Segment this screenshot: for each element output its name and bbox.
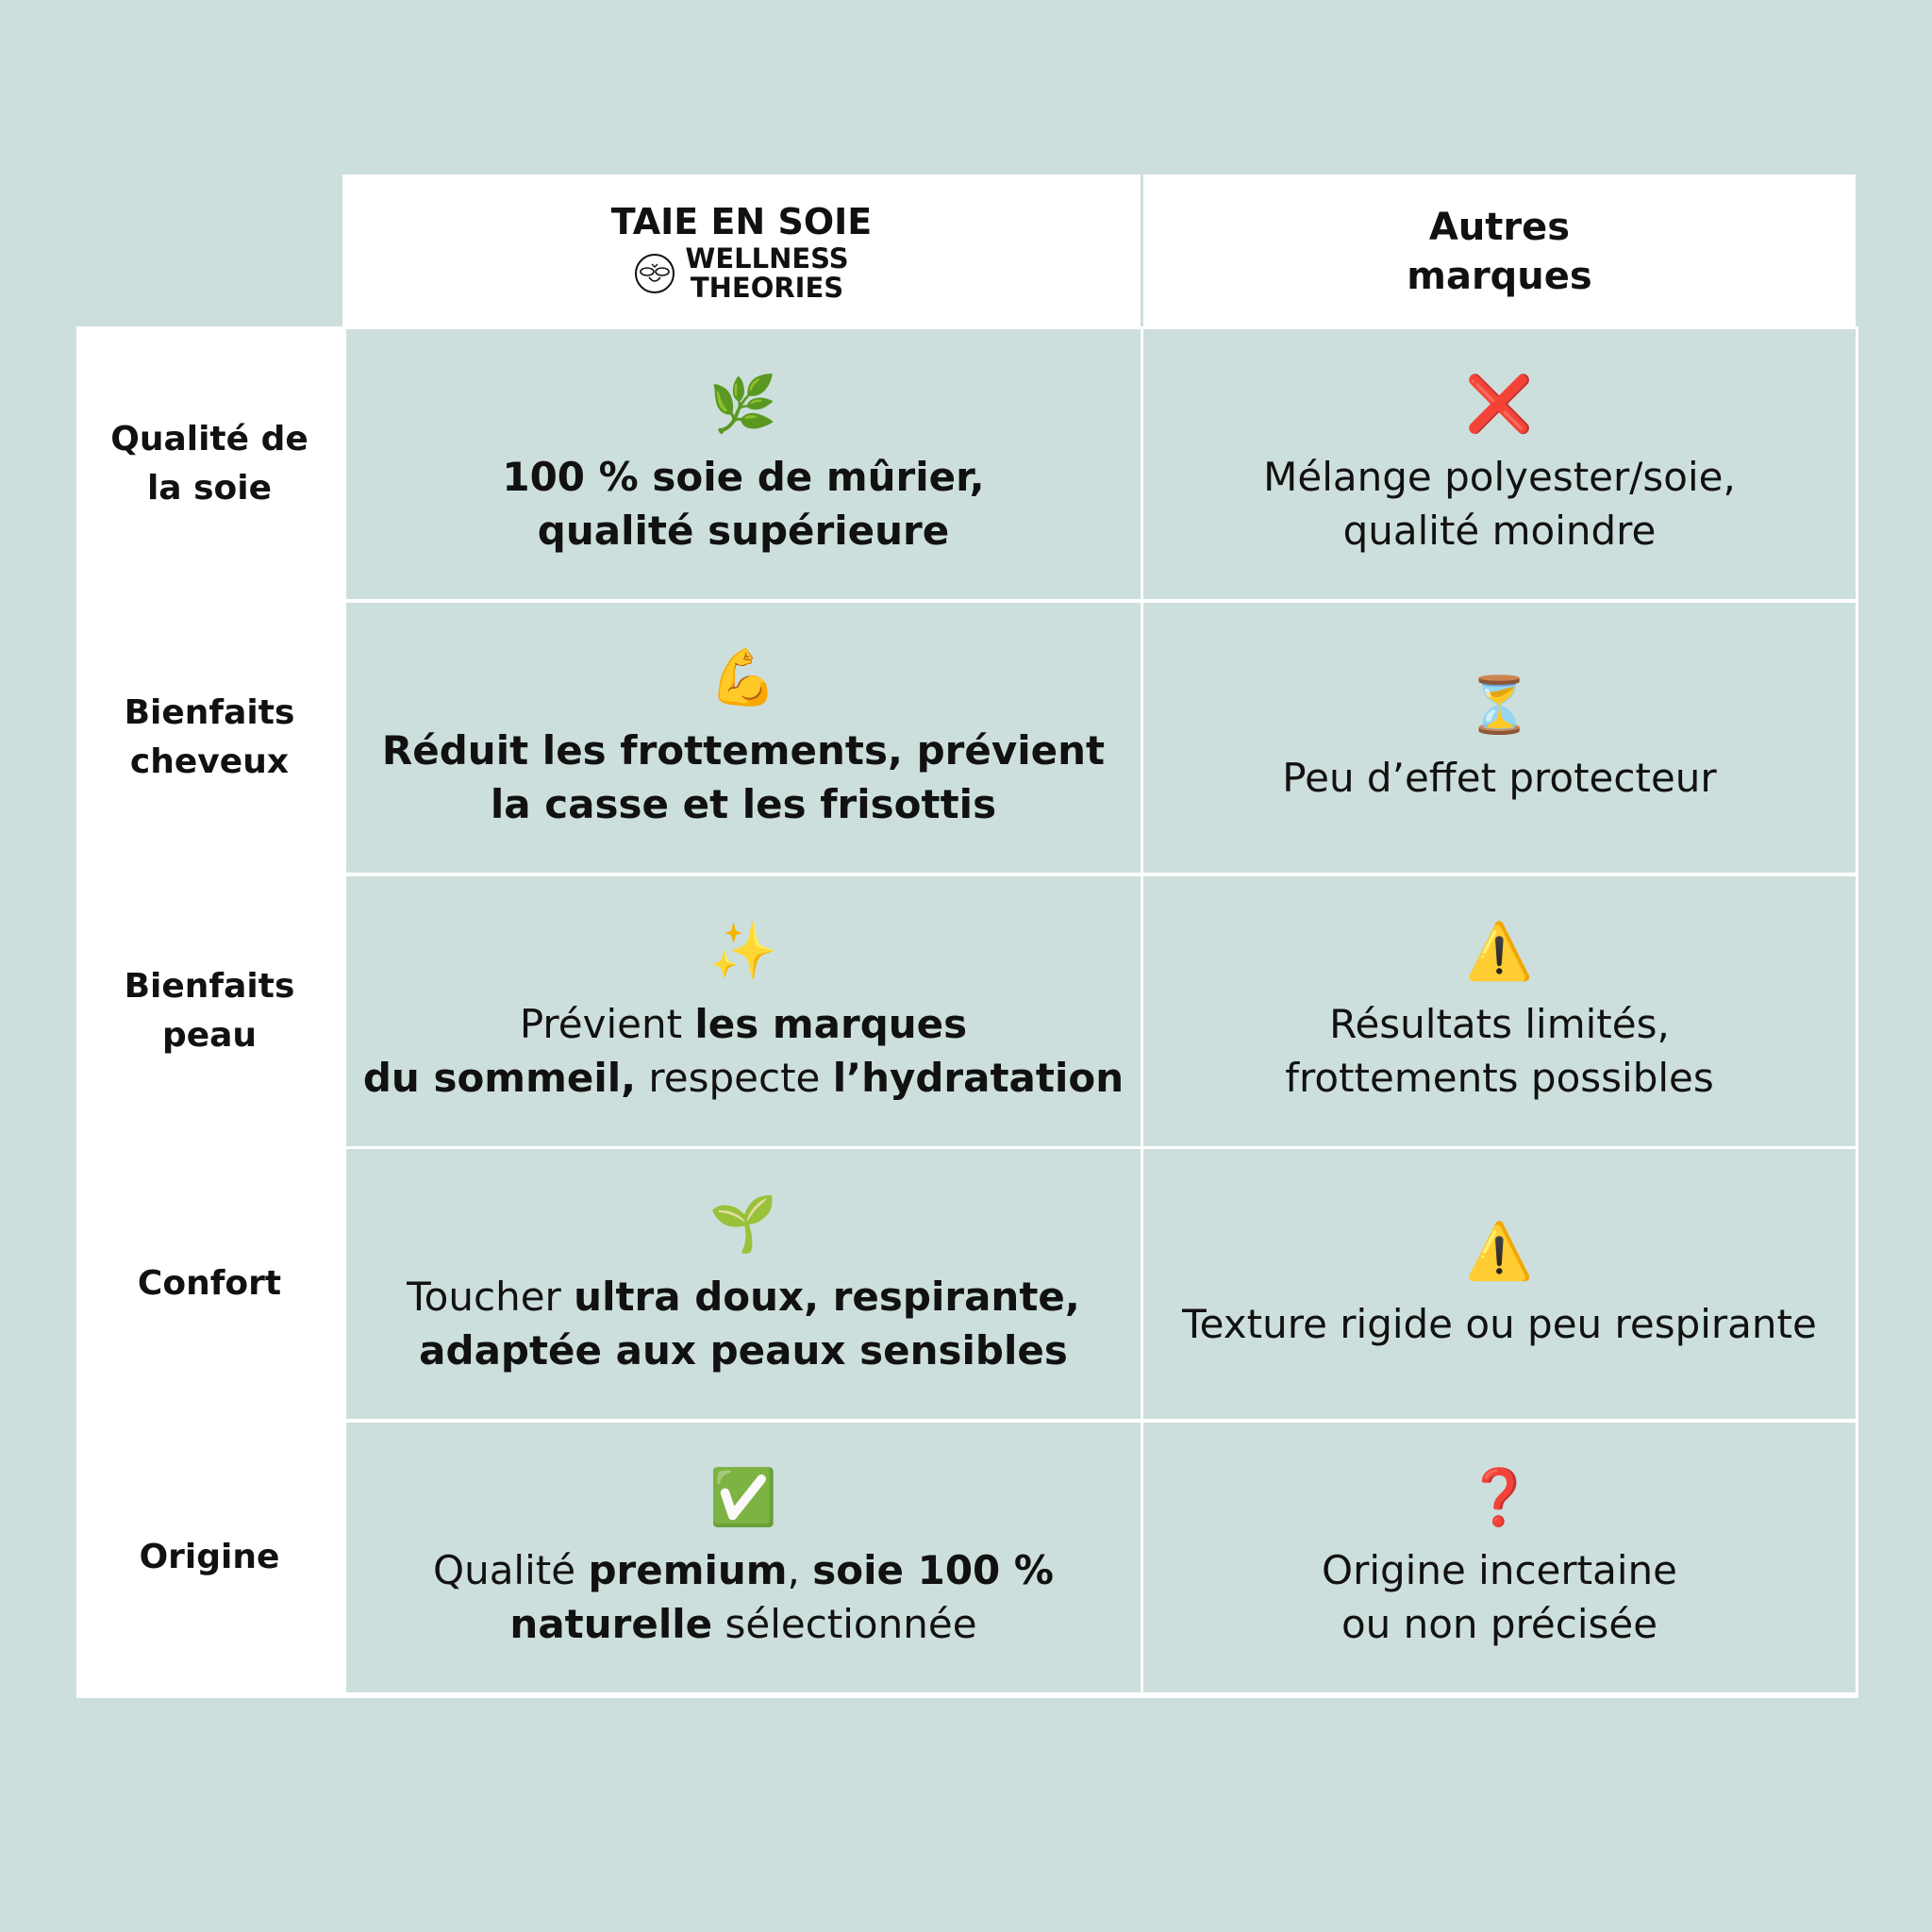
text-segment: Réduit les frottements, prévient [381,727,1106,774]
text-segment: Mélange polyester/soie, [1263,454,1736,500]
cell-text-line: 100 % soie de mûrier, [502,450,984,504]
cell-text-line: adaptée aux peaux sensibles [407,1324,1080,1377]
cell-text-line: naturelle sélectionnée [433,1597,1054,1651]
cell-text-line: Peu d’effet protecteur [1282,751,1716,805]
cell-text-line: Toucher ultra doux, respirante, [407,1270,1080,1324]
row-label-line: Confort [137,1264,282,1303]
row-label: Bienfaits peau [76,876,342,1146]
column-title-line-2: marques [1407,255,1592,298]
row-label: Bienfaits cheveux [76,603,342,873]
cell-text-line: Texture rigide ou peu respirante [1182,1297,1817,1351]
header-silk-pillowcase: TAIE EN SOIE WELLNESS THEORIES [342,175,1141,329]
cell-silk-pillowcase: 🌿 100 % soie de mûrier, qualité supérieure [346,329,1141,599]
row-label: Origine [76,1423,342,1692]
row-label-line: la soie [146,469,273,508]
column-title: TAIE EN SOIE [610,201,873,242]
text-segment: Résultats limités, [1329,1001,1670,1047]
text-segment: Texture rigide ou peu respirante [1182,1300,1817,1347]
hourglass-icon: ⏳ [1465,672,1534,737]
text-segment: Origine incertaine [1322,1547,1677,1593]
cell-other-brands: ❌ Mélange polyester/soie, qualité moindre [1143,329,1856,599]
cross-mark-icon: ❌ [1465,372,1534,436]
text-segment: 100 % soie de mûrier, [502,454,985,500]
text-segment: Toucher [407,1274,575,1320]
flexed-biceps-icon: 💪 [708,645,778,709]
text-segment: du sommeil, [362,1055,637,1101]
question-mark-icon: ❓ [1465,1465,1534,1529]
cell-text-line: du sommeil, respecte l’hydratation [363,1051,1124,1105]
cell-text-line: Origine incertaine [1322,1543,1677,1597]
warning-icon: ⚠️ [1465,919,1534,983]
column-title-line-1: Autres [1428,206,1571,249]
sparkles-icon: ✨ [708,919,778,983]
row-label-line: peau [161,1016,258,1055]
text-segment: la casse et les frisottis [490,781,997,827]
text-segment: ou non précisée [1341,1601,1658,1647]
text-segment: les marques [694,1001,968,1047]
text-segment: qualité moindre [1342,508,1657,554]
cell-text-line: ou non précisée [1322,1597,1677,1651]
text-segment: frottements possibles [1285,1055,1714,1101]
cell-text-line: la casse et les frisottis [382,777,1105,831]
text-segment: Peu d’effet protecteur [1282,754,1717,801]
cell-text-line: qualité supérieure [502,504,984,558]
warning-icon: ⚠️ [1465,1218,1534,1283]
row-label: Qualité de la soie [76,329,342,599]
brand: WELLNESS THEORIES [634,244,849,303]
row-label-line: Bienfaits [124,693,295,732]
text-segment: l’hydratation [832,1055,1124,1101]
cell-other-brands: ❓ Origine incertaine ou non précisée [1143,1423,1856,1692]
text-segment: soie 100 % [812,1547,1054,1593]
cell-text-line: Réduit les frottements, prévient [382,724,1105,777]
brand-name: WELLNESS THEORIES [685,244,848,303]
cell-text-line: Qualité premium, soie 100 % [433,1543,1054,1597]
text-segment: Prévient [519,1001,695,1047]
cell-text-line: qualité moindre [1263,504,1736,558]
text-segment: sélectionnée [712,1601,977,1647]
text-segment: respecte [636,1055,833,1101]
check-mark-button-icon: ✅ [708,1465,778,1529]
row-label-line: Origine [139,1538,280,1576]
cell-text-line: Mélange polyester/soie, [1263,450,1736,504]
row-label-line: Bienfaits [124,967,295,1006]
brand-line-2: THEORIES [690,272,844,304]
cell-text-line: Prévient les marques [363,997,1124,1051]
row-label-line: cheveux [129,742,290,781]
row-label: Confort [76,1149,342,1419]
text-segment: Qualité [433,1547,589,1593]
cell-other-brands: ⚠️ Résultats limités, frottements possible… [1143,876,1856,1146]
header-other-brands: Autres marques [1143,175,1856,329]
cell-silk-pillowcase: 🌱 Toucher ultra doux, respirante, adaptée … [346,1149,1141,1419]
brand-line-1: WELLNESS [685,242,849,275]
herb-icon: 🌿 [708,372,778,436]
cell-text-line: frottements possibles [1285,1051,1714,1105]
cell-other-brands: ⚠️ Texture rigide ou peu respirante [1143,1149,1856,1419]
seedling-icon: 🌱 [708,1191,778,1256]
row-label-line: Qualité de [110,420,308,458]
cell-silk-pillowcase: 💪 Réduit les frottements, prévient la cass… [346,603,1141,873]
text-segment: , [787,1547,813,1593]
cell-text-line: Résultats limités, [1285,997,1714,1051]
cell-silk-pillowcase: ✨ Prévient les marques du sommeil, respect… [346,876,1141,1146]
text-segment: premium [588,1547,788,1593]
cell-other-brands: ⏳ Peu d’effet protecteur [1143,603,1856,873]
bee-logo-icon [635,254,675,293]
cell-silk-pillowcase: ✅ Qualité premium, soie 100 % naturelle sé… [346,1423,1141,1692]
text-segment: qualité supérieure [537,508,950,554]
text-segment: naturelle [509,1601,713,1647]
text-segment: ultra doux, respirante, [574,1274,1080,1320]
text-segment: adaptée aux peaux sensibles [419,1327,1068,1374]
